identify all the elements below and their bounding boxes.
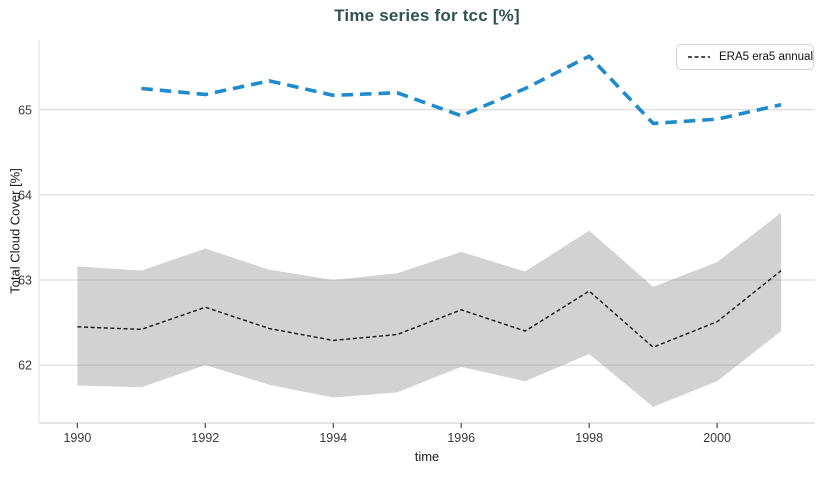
chart-title: Time series for tcc [%] xyxy=(334,6,520,25)
y-axis-label: Total Cloud Cover [%] xyxy=(7,168,23,294)
y-tick-label: 62 xyxy=(18,359,32,373)
legend-label: ERA5 era5 annual xyxy=(719,51,813,63)
x-tick-label: 1990 xyxy=(63,431,91,445)
dashed-line-icon xyxy=(688,56,711,58)
x-tick-label: 1992 xyxy=(191,431,219,445)
y-tick-label: 64 xyxy=(18,188,32,202)
x-tick-label: 1994 xyxy=(319,431,347,445)
uncertainty-band xyxy=(77,212,782,407)
x-tick-label: 1998 xyxy=(575,431,603,445)
legend: ERA5 era5 annual xyxy=(676,44,814,70)
blue-dashed-line xyxy=(141,54,782,126)
x-tick-label: 1996 xyxy=(447,431,475,445)
y-tick-label: 63 xyxy=(18,274,32,288)
y-tick-label: 65 xyxy=(18,103,32,117)
black-dashed-line xyxy=(77,270,782,348)
x-tick-label: 2000 xyxy=(703,431,731,445)
x-axis-label: time xyxy=(414,449,440,464)
